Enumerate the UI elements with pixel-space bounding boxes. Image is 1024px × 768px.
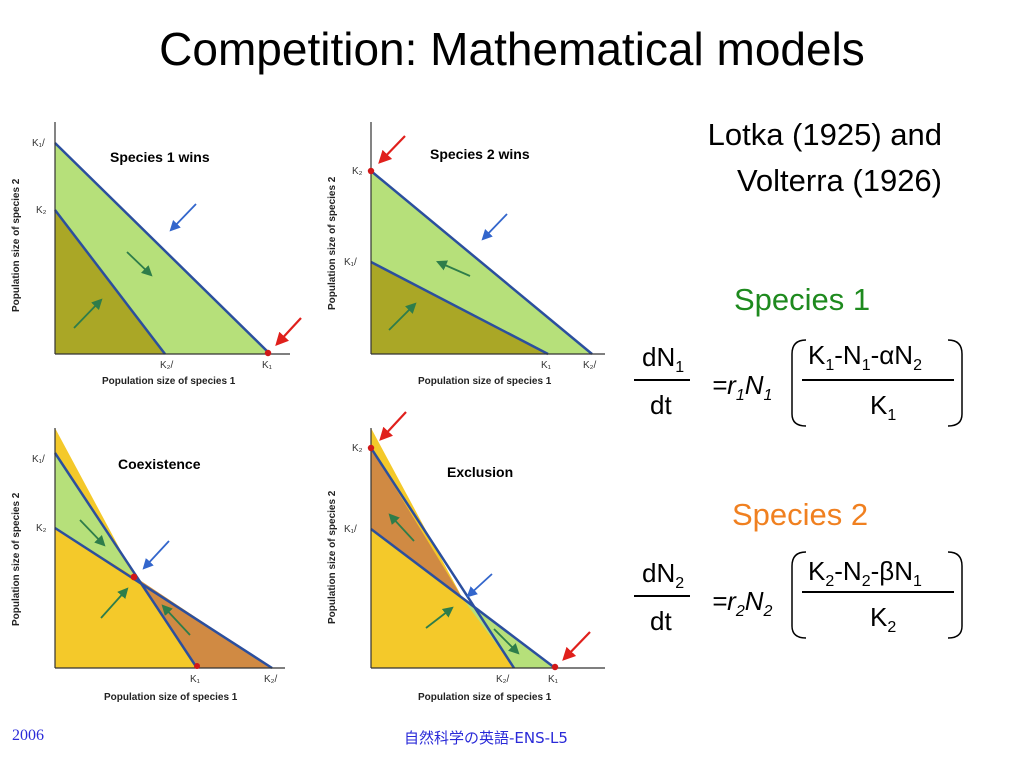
isocline-species-2 — [369, 447, 516, 669]
panel-species-1-wins: Species 1 wins K₁/ K₂ K₂/ K₁ Population … — [11, 122, 302, 387]
arrow-red — [562, 631, 591, 661]
eq2-left-bracket — [791, 551, 807, 639]
eq1-right-bracket — [947, 339, 963, 427]
eq2-right-bracket — [947, 551, 963, 639]
equilibrium-dot — [130, 573, 138, 581]
panel-label: Coexistence — [118, 456, 201, 472]
region-brown — [371, 448, 463, 599]
panel-label: Species 1 wins — [110, 149, 210, 165]
eq1-lhs-numerator: dN1 — [642, 342, 684, 376]
arrow-green — [73, 298, 103, 329]
isocline-species-1 — [370, 528, 556, 669]
tick-k1-over: K₁/ — [32, 138, 45, 149]
y-axis-label: Population size of species 2 — [11, 178, 22, 312]
eq1-left-bracket — [791, 339, 807, 427]
arrow-green — [493, 628, 520, 655]
region-yellow — [371, 428, 555, 668]
isocline-species-1 — [370, 260, 549, 356]
y-axis-label: Population size of species 2 — [327, 176, 338, 310]
tick-k2: K₂ — [352, 443, 363, 454]
tick-k1-over: K₁/ — [344, 524, 357, 535]
arrow-green — [388, 513, 415, 542]
panel-coexistence: Coexistence K₁/ K₂ K₁ K₂/ Population siz… — [11, 428, 285, 703]
panel-species-2-wins: Species 2 wins K₂ K₁/ K₁ K₂/ Population … — [327, 122, 605, 387]
isocline-species-2 — [54, 209, 166, 355]
species-1-label: Species 1 — [734, 282, 871, 317]
arrow-blue — [481, 213, 508, 241]
panel-exclusion: Exclusion K₂ K₁/ K₂/ K₁ Population size … — [327, 411, 605, 703]
tick-k2-over: K₂/ — [496, 674, 510, 685]
arrow-green — [126, 251, 153, 277]
tick-k1: K₁ — [548, 674, 559, 685]
equilibrium-dot — [264, 349, 272, 357]
eq2-denominator: K2 — [870, 602, 896, 636]
arrow-blue — [169, 203, 197, 232]
isocline-species-1 — [54, 142, 271, 355]
arrow-red — [275, 317, 302, 346]
tick-k1: K₁ — [190, 674, 201, 685]
equation-species-2: dN2 dt =r2N2 K2-N2-βN1 K2 — [634, 551, 963, 639]
arrow-red — [378, 135, 406, 164]
arrow-green — [100, 587, 129, 619]
citation: Lotka (1925) and Volterra (1926) — [708, 112, 942, 204]
tick-k1: K₁ — [541, 360, 552, 371]
eq2-lhs-numerator: dN2 — [642, 558, 684, 592]
y-axis-label: Population size of species 2 — [11, 492, 22, 626]
species-2-label: Species 2 — [732, 497, 869, 532]
equilibrium-dot — [367, 167, 375, 175]
equation-species-1: dN1 dt =r1N1 K1-N1-αN2 K1 — [634, 339, 963, 427]
eq1-numerator: K1-N1-αN2 — [808, 340, 922, 374]
tick-k2: K₂ — [352, 166, 363, 177]
tick-k2-over: K₂/ — [583, 360, 597, 371]
isocline-species-2 — [54, 526, 273, 670]
eq2-lhs-denominator: dt — [650, 606, 672, 636]
equilibrium-dot — [367, 444, 375, 452]
tick-k2-over: K₂/ — [264, 674, 278, 685]
footer-course: 自然科学の英語-ENS-L5 — [404, 729, 568, 747]
x-axis-label: Population size of species 1 — [418, 692, 552, 703]
arrow-blue — [142, 540, 170, 570]
arrow-green — [425, 606, 454, 629]
tick-k1-over: K₁/ — [344, 257, 357, 268]
tick-k2: K₂ — [36, 523, 47, 534]
footer-year: 2006 — [12, 727, 44, 744]
k1-dot — [194, 663, 200, 669]
phase-plane-figures: Species 1 wins K₁/ K₂ K₂/ K₁ Population … — [11, 122, 605, 703]
citation-line-1: Lotka (1925) and — [707, 117, 942, 152]
arrow-green — [161, 604, 191, 636]
tick-k2: K₂ — [36, 205, 47, 216]
x-axis-label: Population size of species 1 — [102, 376, 236, 387]
eq1-denominator: K1 — [870, 390, 896, 424]
eq1-lhs-denominator: dt — [650, 390, 672, 420]
citation-line-2: Volterra (1926) — [736, 163, 942, 198]
x-axis-label: Population size of species 1 — [104, 692, 238, 703]
arrow-blue — [466, 573, 493, 598]
eq2-numerator: K2-N2-βN1 — [808, 556, 922, 590]
label-box — [112, 451, 236, 481]
tick-k1-over: K₁/ — [32, 454, 45, 465]
arrow-green — [388, 302, 417, 331]
equilibrium-dot — [551, 663, 559, 671]
isocline-species-2 — [370, 170, 593, 355]
arrow-red — [379, 411, 407, 441]
tick-k1: K₁ — [262, 360, 273, 371]
arrow-green — [436, 260, 471, 277]
y-axis-label: Population size of species 2 — [327, 490, 338, 624]
eq1-rate-term: =r1N1 — [712, 370, 772, 404]
panel-label: Exclusion — [447, 464, 513, 480]
eq2-rate-term: =r2N2 — [712, 586, 773, 620]
slide-title: Competition: Mathematical models — [159, 23, 865, 75]
arrow-green — [79, 519, 106, 547]
isocline-species-1 — [53, 452, 199, 669]
panel-label: Species 2 wins — [430, 146, 530, 162]
tick-k2-over: K₂/ — [160, 360, 174, 371]
x-axis-label: Population size of species 1 — [418, 376, 552, 387]
